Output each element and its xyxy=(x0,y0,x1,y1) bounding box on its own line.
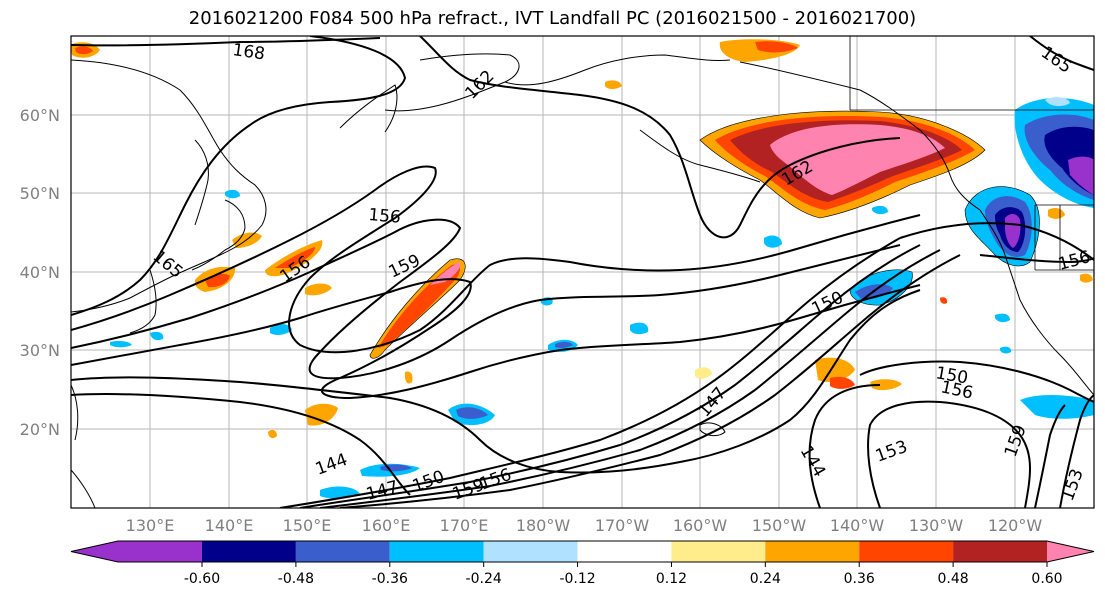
lon-label: 160°E xyxy=(362,516,411,535)
lon-label: 150°E xyxy=(283,516,332,535)
colorbar-tick-label: 0.36 xyxy=(844,571,875,587)
lon-label: 170°E xyxy=(440,516,489,535)
colorbar-segment xyxy=(483,541,578,562)
colorbar-tick-label: -0.24 xyxy=(466,571,502,587)
positive-shading xyxy=(71,39,1093,439)
longitude-labels: 130°E 140°E 150°E 160°E 170°E 180°W 170°… xyxy=(126,516,1043,535)
lon-label: 180°W xyxy=(516,516,571,535)
colorbar-segment xyxy=(953,541,1047,562)
map-title: 2016021200 F084 500 hPa refract., IVT La… xyxy=(188,8,917,29)
latitude-labels: 60°N 50°N 40°N 30°N 20°N xyxy=(20,106,60,439)
lon-label: 160°W xyxy=(673,516,728,535)
colorbar-segment xyxy=(577,541,672,562)
shading-outlines xyxy=(369,110,1040,359)
colorbar-segment xyxy=(202,541,296,562)
lon-label: 140°E xyxy=(205,516,254,535)
colorbar-tick-label: 0.24 xyxy=(750,571,781,587)
colorbar-tick-label: -0.60 xyxy=(184,571,220,587)
lat-label: 60°N xyxy=(20,106,60,125)
colorbar: -0.60 -0.48 -0.36 -0.24 -0.12 0.12 0.24 0.36 0.4… xyxy=(70,540,1095,587)
coastlines xyxy=(71,53,1094,508)
colorbar-outline xyxy=(70,540,1095,563)
colorbar-tick-label: 0.48 xyxy=(938,571,969,587)
lon-label: 170°W xyxy=(595,516,650,535)
colorbar-segment xyxy=(859,541,954,562)
colorbar-tick-label: 0.12 xyxy=(656,571,687,587)
lon-label: 130°E xyxy=(126,516,175,535)
lat-label: 40°N xyxy=(20,263,60,282)
lat-label: 50°N xyxy=(20,184,60,203)
colorbar-segment xyxy=(671,541,766,562)
colorbar-tick-label: -0.12 xyxy=(559,571,595,587)
lon-label: 140°W xyxy=(830,516,885,535)
colorbar-tick-label: 0.60 xyxy=(1031,571,1062,587)
map-frame xyxy=(70,35,1095,509)
lat-label: 20°N xyxy=(20,420,60,439)
colorbar-tick-label: -0.36 xyxy=(372,571,408,587)
colorbar-segment xyxy=(389,541,484,562)
colorbar-tick-label: -0.48 xyxy=(278,571,314,587)
lon-label: 120°W xyxy=(988,516,1043,535)
colorbar-segment xyxy=(71,541,202,562)
lon-label: 130°W xyxy=(909,516,964,535)
colorbar-segment xyxy=(1047,541,1094,562)
colorbar-segment xyxy=(765,541,860,562)
borders xyxy=(849,36,1094,271)
contour-label: 156 xyxy=(368,205,402,228)
colorbar-segment xyxy=(295,541,390,562)
lon-label: 150°W xyxy=(752,516,807,535)
height-contours xyxy=(71,36,1094,508)
lat-label: 30°N xyxy=(20,341,60,360)
contour-label: 168 xyxy=(231,40,266,64)
